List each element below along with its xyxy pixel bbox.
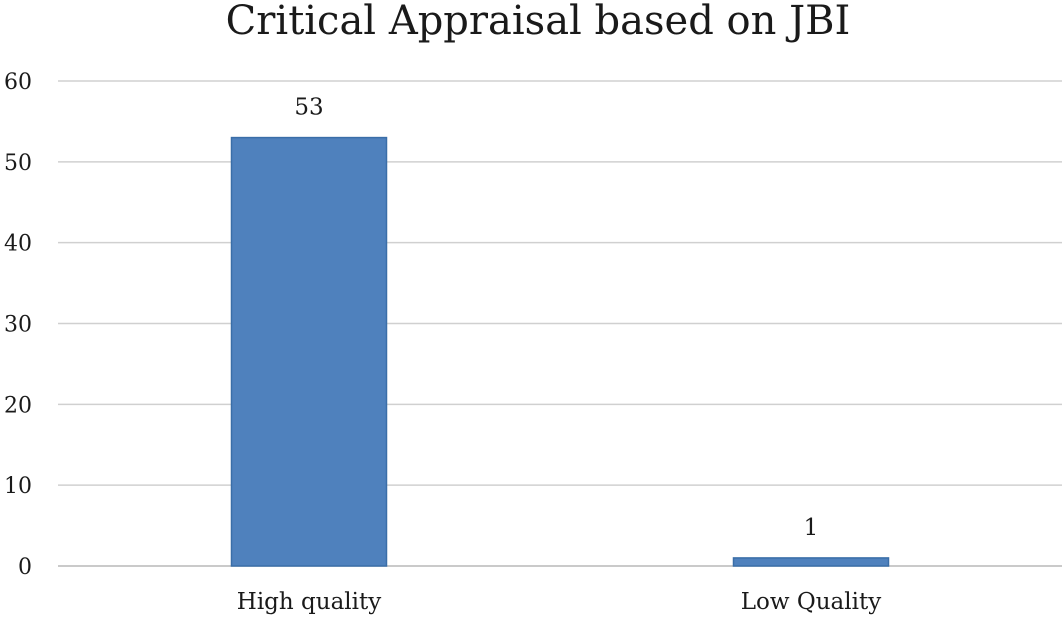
y-tick-label: 0: [18, 555, 32, 580]
chart-title: Critical Appraisal based on JBI: [226, 0, 851, 44]
bar-low-quality: [732, 557, 890, 567]
x-category-label: High quality: [237, 589, 381, 615]
y-tick-label: 60: [4, 70, 32, 95]
y-tick-label: 40: [4, 232, 32, 257]
data-label: 1: [804, 515, 819, 541]
gridlines: [58, 80, 1062, 567]
x-axis-category-labels: High quality Low Quality: [237, 589, 881, 615]
bar-high-quality: [230, 136, 388, 567]
x-category-label: Low Quality: [741, 589, 881, 615]
bars: [230, 136, 890, 567]
y-axis-tick-labels: 0 10 20 30 40 50 60: [4, 70, 32, 580]
y-tick-label: 50: [4, 151, 32, 176]
y-tick-label: 30: [4, 313, 32, 338]
data-label: 53: [294, 95, 323, 121]
y-tick-label: 20: [4, 393, 32, 418]
data-labels: 53 1: [294, 95, 818, 541]
y-tick-label: 10: [4, 474, 32, 499]
